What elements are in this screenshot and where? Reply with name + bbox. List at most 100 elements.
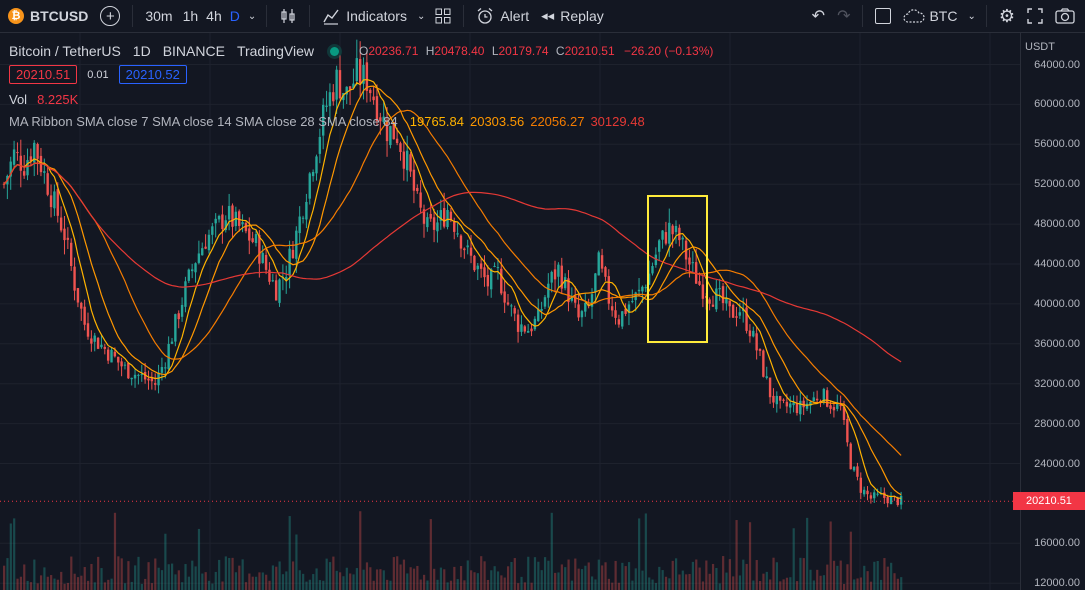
templates-button[interactable]: [429, 0, 457, 32]
candle-body: [553, 269, 557, 280]
volume-bar: [295, 534, 298, 590]
settings-button[interactable]: ⚙: [993, 0, 1021, 32]
price-tick-label: 64000.00: [1034, 58, 1080, 71]
candle-body: [224, 220, 227, 231]
volume-bar: [16, 578, 19, 590]
volume-bar: [755, 560, 758, 590]
candle-body: [453, 221, 456, 232]
volume-bar: [218, 559, 221, 590]
sma7-value: 19765.84: [409, 114, 464, 129]
replay-button[interactable]: ◂◂ Replay: [535, 0, 610, 32]
volume-bar: [177, 570, 180, 590]
indicators-dropdown[interactable]: ⌄: [413, 0, 429, 32]
candle-body: [251, 238, 254, 243]
cloud-icon: [903, 9, 926, 23]
candle-body: [422, 209, 426, 224]
candle-body: [748, 330, 752, 337]
volume-bar: [389, 580, 392, 590]
timeframe-1h[interactable]: 1h: [179, 0, 203, 32]
volume-bar: [500, 575, 503, 590]
candle-body: [154, 383, 157, 385]
candle-body: [409, 154, 412, 172]
last-price-tag: 20210.51: [1013, 492, 1085, 510]
timeframe-dropdown[interactable]: ⌄: [244, 0, 260, 32]
volume-bar: [211, 583, 214, 590]
save-layout-button[interactable]: BTC: [897, 0, 963, 32]
volume-bar: [174, 574, 177, 590]
chart-pane[interactable]: [0, 33, 1020, 590]
volume-bar: [255, 576, 258, 590]
sell-price-button[interactable]: 20210.51: [9, 65, 78, 84]
volume-bar: [80, 575, 83, 590]
candle-body: [365, 62, 369, 91]
bid-ask-row: 20210.51 0.01 20210.52: [9, 65, 713, 84]
volume-bar: [564, 567, 567, 590]
alert-button[interactable]: Alert: [470, 0, 535, 32]
symbol-title[interactable]: Bitcoin / TetherUS: [9, 43, 121, 59]
candle-body: [348, 86, 352, 90]
candle-body: [674, 225, 678, 233]
indicators-button[interactable]: Indicators: [316, 0, 413, 32]
volume-bar: [688, 573, 691, 590]
price-chart[interactable]: [0, 33, 1020, 590]
candle-body: [106, 349, 110, 361]
volume-bar: [123, 583, 127, 590]
volume-bar: [224, 556, 227, 590]
layout-dropdown[interactable]: ⌄: [963, 0, 979, 32]
volume-bar: [231, 557, 234, 590]
volume-bar: [305, 581, 308, 590]
candle-body: [244, 222, 248, 232]
fullscreen-button[interactable]: [1021, 0, 1049, 32]
volume-bar: [799, 557, 802, 590]
symbol-search[interactable]: ₿ BTCUSD: [0, 0, 94, 32]
candle-body: [768, 377, 772, 398]
ohlc-readout: O20236.71 H20478.40 L20179.74 C20210.51 …: [359, 44, 713, 58]
candle-body: [372, 96, 375, 101]
layout-button[interactable]: [869, 0, 897, 32]
volume-bar: [50, 575, 53, 590]
timeframe-d[interactable]: D: [226, 0, 244, 32]
timeframe-4h[interactable]: 4h: [202, 0, 226, 32]
chart-type-button[interactable]: [273, 0, 303, 32]
candle-body: [580, 311, 584, 318]
candle-body: [43, 171, 46, 173]
volume-bar: [607, 578, 610, 590]
candle-body: [190, 269, 194, 272]
candle-body: [285, 277, 288, 281]
volume-bar: [711, 563, 715, 590]
volume-bar: [288, 516, 291, 590]
candle-body: [839, 404, 842, 407]
volume-bar: [611, 582, 614, 590]
redo-icon: ↷: [837, 8, 851, 25]
candle-body: [358, 59, 362, 84]
volume-bar: [342, 576, 345, 590]
candle-body: [137, 374, 140, 376]
candle-body: [305, 201, 308, 220]
volume-bar: [644, 513, 647, 590]
candle-body: [133, 374, 137, 379]
volume-bar: [204, 572, 207, 590]
volume-bar: [103, 582, 106, 590]
candle-body: [792, 402, 795, 406]
candle-body: [826, 390, 829, 407]
volume-bar: [339, 572, 342, 590]
redo-button[interactable]: ↷: [831, 0, 856, 32]
volume-bar: [113, 512, 117, 590]
volume-bar: [117, 556, 120, 590]
undo-button[interactable]: ↶: [806, 0, 831, 32]
volume-bar: [207, 580, 211, 590]
volume-bar: [732, 576, 735, 590]
axis-currency-label[interactable]: USDT: [1025, 41, 1055, 53]
candle-body: [785, 401, 789, 407]
timeframe-30m[interactable]: 30m: [139, 0, 178, 32]
candle-body: [248, 228, 251, 241]
buy-price-button[interactable]: 20210.52: [118, 65, 187, 84]
snapshot-button[interactable]: [1049, 0, 1085, 32]
compare-symbol-button[interactable]: +: [94, 0, 126, 32]
candle-body: [385, 120, 389, 142]
candle-body: [510, 305, 513, 307]
price-tick-label: 32000.00: [1034, 377, 1080, 390]
volume-bar: [634, 568, 637, 590]
candle-body: [735, 316, 738, 318]
volume-bar: [453, 566, 456, 590]
